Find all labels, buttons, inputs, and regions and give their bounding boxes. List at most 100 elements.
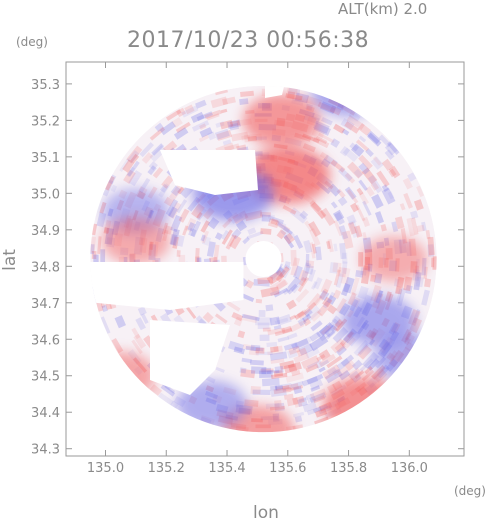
radar-cell (305, 363, 319, 373)
radar-cell (154, 122, 165, 133)
radar-cell (231, 228, 242, 240)
radar-cell (287, 332, 298, 340)
radar-cell (283, 234, 295, 249)
radar-cell (199, 123, 207, 130)
radar-cell (290, 249, 297, 266)
radar-cell (302, 401, 318, 413)
radar-cell (173, 127, 189, 140)
radar-cell (340, 283, 351, 297)
radar-cell (293, 385, 303, 395)
radar-cell (308, 228, 321, 247)
radar-cell (334, 211, 345, 225)
radar-cell (365, 148, 374, 157)
radar-cell (358, 179, 368, 191)
radar-cell (220, 108, 228, 114)
radar-no-echo-area (90, 262, 244, 310)
radar-cell (160, 384, 176, 397)
radar-cell (322, 291, 336, 309)
radar-cell (293, 234, 304, 249)
radar-cell (290, 381, 304, 389)
radar-cell (214, 232, 223, 241)
radar-cell (284, 261, 291, 270)
radar-cell (255, 347, 265, 354)
radar-cell (207, 217, 220, 230)
radar-cell (304, 220, 314, 232)
y-tick-label: 34.4 (31, 406, 60, 421)
radar-cell (288, 345, 301, 355)
radar-cell (233, 316, 244, 327)
x-axis-label: lon (253, 503, 279, 523)
radar-cell (352, 359, 363, 371)
radar-cell (423, 266, 428, 279)
radar-cell (261, 367, 272, 375)
radar-cell (378, 290, 384, 298)
radar-cell (176, 107, 187, 118)
radar-cell (276, 229, 287, 240)
radar-cell (279, 360, 295, 370)
radar-cell (250, 359, 264, 366)
radar-cell (228, 340, 245, 353)
radar-cell (346, 214, 357, 225)
radar-no-echo-area (160, 150, 258, 195)
radar-cell (341, 261, 348, 274)
radar-no-echo-area (265, 85, 290, 98)
radar-cell (100, 249, 106, 266)
radar-cell (350, 143, 365, 157)
radar-cell (283, 342, 298, 351)
radar-cell (287, 361, 302, 373)
radar-cell (168, 201, 182, 220)
radar-cell (190, 220, 202, 238)
radar-cell (152, 167, 164, 179)
x-tick-label: 135.0 (87, 461, 124, 476)
radar-cell (196, 111, 213, 122)
radar-cell (194, 248, 200, 264)
radar-cell (344, 172, 356, 184)
radar-cell (395, 286, 402, 295)
radar-cell (304, 264, 314, 275)
radar-cell (324, 368, 343, 384)
radar-cell (170, 215, 183, 233)
radar-cell (206, 113, 220, 121)
radar-cell (260, 368, 274, 373)
radar-cell (296, 309, 307, 319)
radar-cell (326, 240, 331, 250)
radar-cell (294, 311, 305, 320)
radar-cell (283, 232, 295, 245)
radar-cell (276, 220, 287, 228)
radar-cell (310, 320, 323, 332)
radar-cell (302, 143, 316, 153)
radar-cell (215, 366, 225, 373)
radar-cell (127, 160, 140, 177)
radar-cell (196, 211, 203, 220)
radar-cell (221, 230, 230, 241)
radar-cell (139, 142, 154, 158)
radar-cell (330, 159, 346, 173)
radar-cell (201, 230, 210, 244)
radar-cell (308, 221, 322, 237)
radar-cell (298, 276, 307, 287)
radar-cell (337, 167, 353, 182)
radar-cell (233, 346, 245, 355)
radar-cell (312, 136, 330, 149)
radar-cell (149, 126, 166, 141)
radar-cell (277, 222, 293, 235)
radar-cell (340, 118, 355, 131)
radar-cell (295, 288, 310, 303)
radar-cell (354, 225, 363, 238)
radar-cell (259, 211, 271, 217)
radar-cell (199, 127, 213, 138)
radar-cell (195, 315, 207, 326)
radar-cell (376, 170, 390, 188)
radar-cell (320, 207, 336, 226)
radar-cell (241, 313, 260, 322)
radar-cell (100, 316, 111, 334)
radar-cell (259, 370, 273, 378)
radar-cell (370, 181, 380, 191)
radar-cell (333, 269, 341, 286)
x-tick-label: 135.4 (208, 461, 245, 476)
radar-cell (413, 199, 424, 211)
radar-cell (340, 354, 355, 367)
radar-cell (110, 184, 118, 193)
radar-cell (213, 244, 220, 263)
radar-cell (185, 217, 197, 233)
